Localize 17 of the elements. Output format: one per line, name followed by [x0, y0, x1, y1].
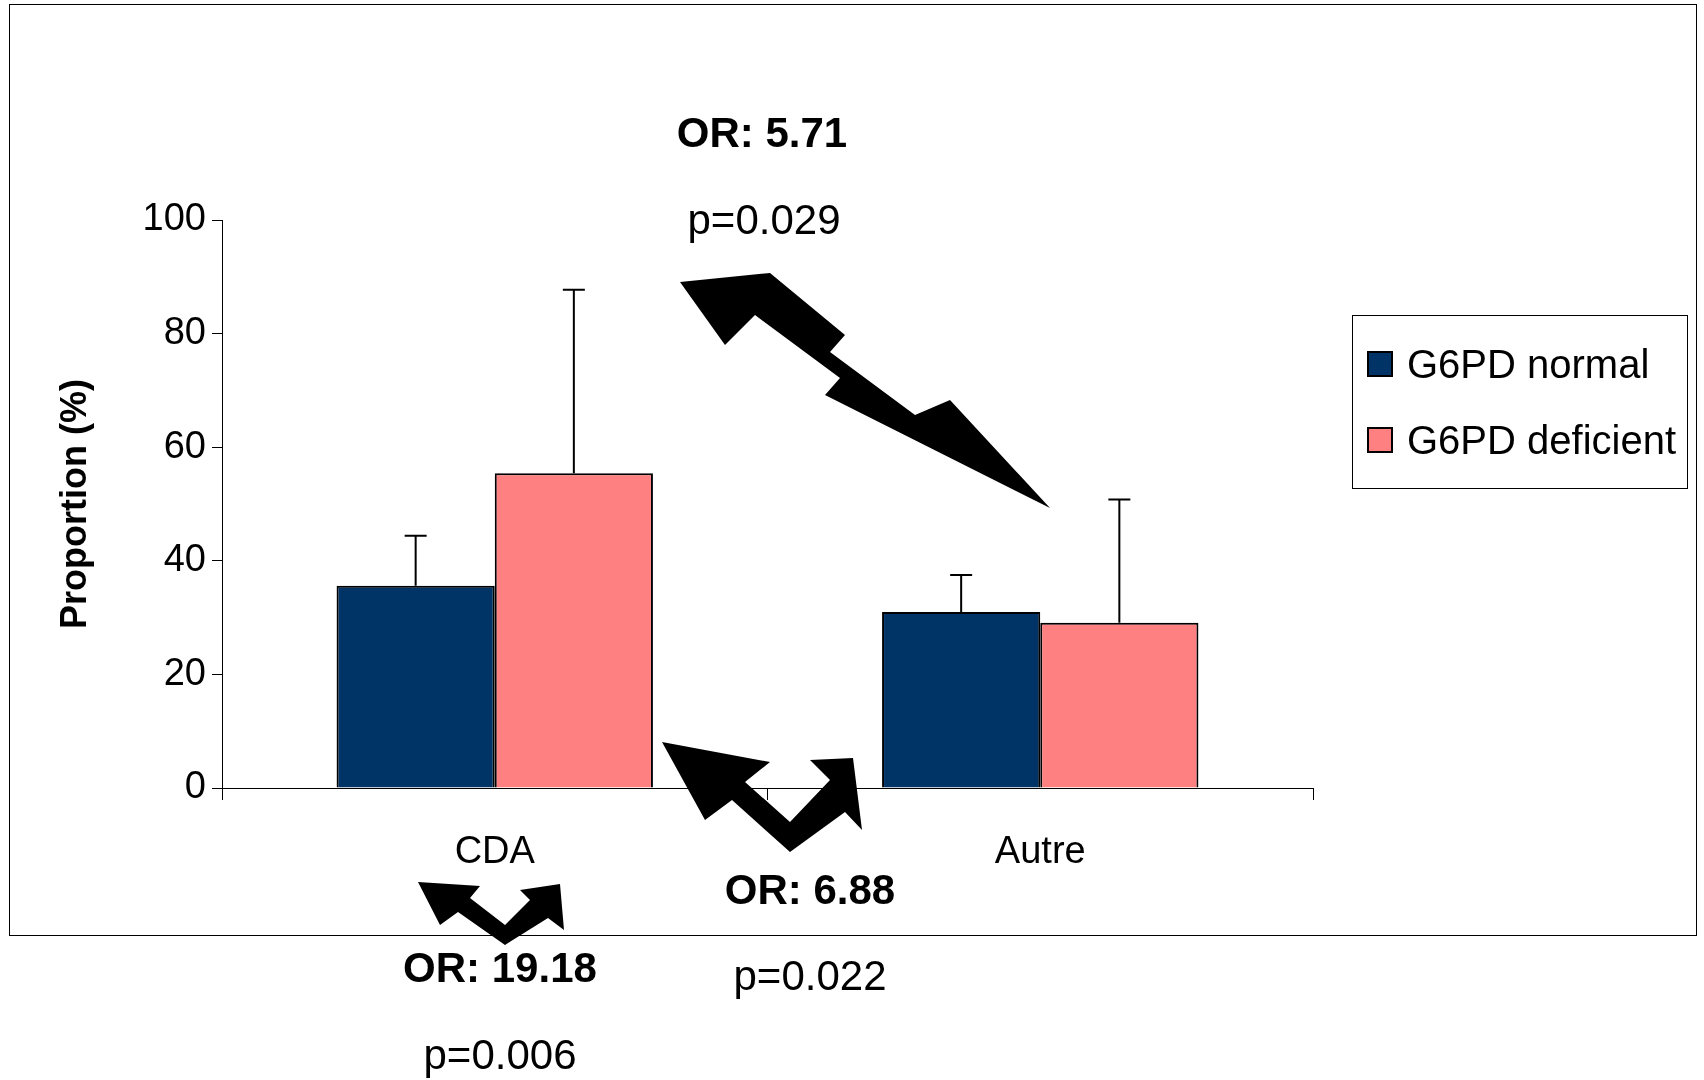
text: p=0.006: [422, 1030, 578, 1080]
x-tick-label: CDA: [454, 829, 536, 872]
y-axis-title: Proportion (%): [52, 379, 94, 629]
y-tick-label: 0: [184, 764, 206, 807]
legend-label: G6PD deficient: [1407, 417, 1677, 463]
text: OR: 19.18: [402, 943, 598, 993]
y-tick-label: 80: [163, 310, 206, 353]
y-tick-label: 60: [163, 423, 206, 466]
annotation: p=0.029: [686, 195, 842, 245]
y-tick-label: 20: [163, 650, 206, 693]
text: OR: 5.71: [675, 108, 849, 158]
legend-label: G6PD normal: [1407, 341, 1650, 387]
y-tick-label: 40: [163, 537, 206, 580]
text: OR: 6.88: [723, 865, 897, 915]
text: p=0.022: [732, 951, 888, 1001]
x-tick-label: Autre: [994, 829, 1086, 872]
y-tick-label: 100: [142, 196, 206, 239]
